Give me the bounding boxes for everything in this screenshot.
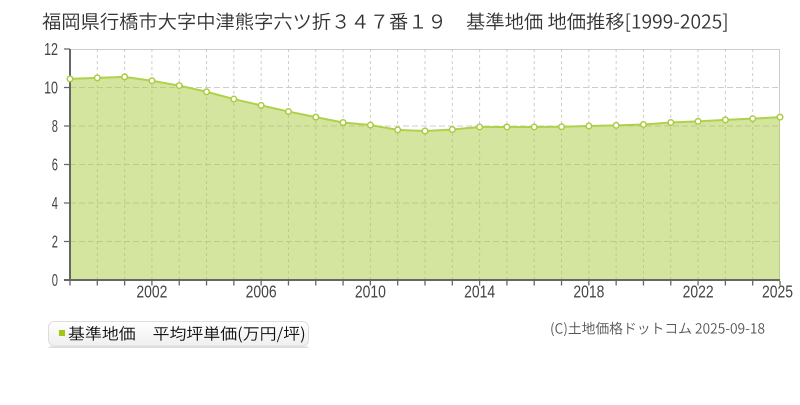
svg-text:2022: 2022 <box>683 281 714 301</box>
svg-text:2018: 2018 <box>573 281 604 301</box>
svg-text:0: 0 <box>52 270 58 290</box>
svg-text:2014: 2014 <box>464 281 495 301</box>
svg-text:10: 10 <box>44 78 58 98</box>
svg-text:2: 2 <box>52 232 58 252</box>
svg-text:6: 6 <box>52 155 58 175</box>
svg-text:4: 4 <box>52 193 58 213</box>
svg-text:2002: 2002 <box>136 281 167 301</box>
svg-text:2010: 2010 <box>355 281 386 301</box>
svg-text:2025: 2025 <box>762 281 793 301</box>
svg-text:2006: 2006 <box>246 281 277 301</box>
svg-text:8: 8 <box>52 116 58 136</box>
svg-text:12: 12 <box>44 39 58 59</box>
